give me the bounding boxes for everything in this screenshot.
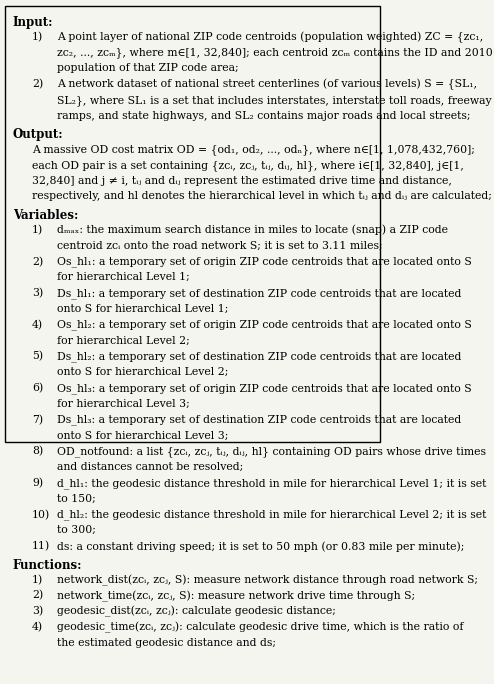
Text: 2): 2) — [32, 590, 43, 601]
Text: centroid zcᵢ onto the road network S; it is set to 3.11 miles;: centroid zcᵢ onto the road network S; it… — [57, 241, 382, 250]
Text: Input:: Input: — [13, 16, 53, 29]
Text: 7): 7) — [32, 415, 43, 425]
Text: 1): 1) — [32, 31, 43, 42]
Text: zc₂, ..., zcₘ}, where m∈[1, 32,840]; each centroid zcₘ contains the ID and 2010: zc₂, ..., zcₘ}, where m∈[1, 32,840]; eac… — [57, 47, 493, 58]
Text: 6): 6) — [32, 383, 43, 393]
Text: Variables:: Variables: — [13, 209, 78, 222]
Text: A point layer of national ZIP code centroids (population weighted) ZC = {zc₁,: A point layer of national ZIP code centr… — [57, 31, 483, 43]
Text: each OD pair is a set containing {zcᵢ, zcⱼ, tᵢⱼ, dᵢⱼ, hl}, where i∈[1, 32,840], : each OD pair is a set containing {zcᵢ, z… — [32, 160, 464, 170]
Text: Output:: Output: — [13, 128, 64, 141]
Text: d_hl₁: the geodesic distance threshold in mile for hierarchical Level 1; it is s: d_hl₁: the geodesic distance threshold i… — [57, 478, 486, 488]
Text: 10): 10) — [32, 510, 50, 520]
Text: 5): 5) — [32, 352, 43, 362]
Text: 32,840] and j ≠ i, tᵢⱼ and dᵢⱼ represent the estimated drive time and distance,: 32,840] and j ≠ i, tᵢⱼ and dᵢⱼ represent… — [32, 176, 452, 185]
Text: A network dataset of national street centerlines (of various levels) S = {SL₁,: A network dataset of national street cen… — [57, 79, 477, 90]
Text: geodesic_time(zcᵢ, zcⱼ): calculate geodesic drive time, which is the ratio of: geodesic_time(zcᵢ, zcⱼ): calculate geode… — [57, 622, 463, 633]
Text: 2): 2) — [32, 256, 43, 267]
Text: 11): 11) — [32, 541, 50, 551]
Text: for hierarchical Level 1;: for hierarchical Level 1; — [57, 272, 190, 282]
Text: network_time(zcᵢ, zcⱼ, S): measure network drive time through S;: network_time(zcᵢ, zcⱼ, S): measure netwo… — [57, 590, 415, 602]
Text: geodesic_dist(zcᵢ, zcⱼ): calculate geodesic distance;: geodesic_dist(zcᵢ, zcⱼ): calculate geode… — [57, 606, 336, 618]
Text: 8): 8) — [32, 446, 43, 457]
Text: SL₂}, where SL₁ is a set that includes interstates, interstate toll roads, freew: SL₂}, where SL₁ is a set that includes i… — [57, 94, 492, 105]
Text: onto S for hierarchical Level 2;: onto S for hierarchical Level 2; — [57, 367, 228, 377]
Text: onto S for hierarchical Level 1;: onto S for hierarchical Level 1; — [57, 304, 228, 314]
Text: Ds_hl₁: a temporary set of destination ZIP code centroids that are located: Ds_hl₁: a temporary set of destination Z… — [57, 288, 461, 299]
Text: the estimated geodesic distance and ds;: the estimated geodesic distance and ds; — [57, 638, 276, 648]
Text: 3): 3) — [32, 606, 43, 616]
Text: 2): 2) — [32, 79, 43, 89]
Text: respectively, and hl denotes the hierarchical level in which tᵢⱼ and dᵢⱼ are cal: respectively, and hl denotes the hierarc… — [32, 192, 492, 201]
Text: ramps, and state highways, and SL₂ contains major roads and local streets;: ramps, and state highways, and SL₂ conta… — [57, 111, 470, 120]
Text: population of that ZIP code area;: population of that ZIP code area; — [57, 63, 239, 73]
Text: 9): 9) — [32, 478, 43, 488]
Text: A massive OD cost matrix OD = {od₁, od₂, ..., odₙ}, where n∈[1, 1,078,432,760];: A massive OD cost matrix OD = {od₁, od₂,… — [32, 144, 475, 155]
Text: network_dist(zcᵢ, zcⱼ, S): measure network distance through road network S;: network_dist(zcᵢ, zcⱼ, S): measure netwo… — [57, 575, 478, 586]
Text: 3): 3) — [32, 288, 43, 298]
Text: 1): 1) — [32, 575, 43, 585]
Text: 4): 4) — [32, 622, 43, 632]
Text: onto S for hierarchical Level 3;: onto S for hierarchical Level 3; — [57, 430, 228, 440]
Text: Functions:: Functions: — [13, 559, 82, 572]
Text: d_hl₂: the geodesic distance threshold in mile for hierarchical Level 2; it is s: d_hl₂: the geodesic distance threshold i… — [57, 510, 486, 521]
Text: OD_notfound: a list {zcᵢ, zcⱼ, tᵢⱼ, dᵢⱼ, hl} containing OD pairs whose drive tim: OD_notfound: a list {zcᵢ, zcⱼ, tᵢⱼ, dᵢⱼ,… — [57, 446, 486, 457]
Text: for hierarchical Level 3;: for hierarchical Level 3; — [57, 399, 190, 409]
Text: 1): 1) — [32, 225, 43, 235]
Text: to 150;: to 150; — [57, 494, 96, 503]
Text: and distances cannot be resolved;: and distances cannot be resolved; — [57, 462, 243, 472]
Text: Os_hl₁: a temporary set of origin ZIP code centroids that are located onto S: Os_hl₁: a temporary set of origin ZIP co… — [57, 256, 472, 267]
Text: 4): 4) — [32, 319, 43, 330]
Text: Os_hl₃: a temporary set of origin ZIP code centroids that are located onto S: Os_hl₃: a temporary set of origin ZIP co… — [57, 383, 471, 394]
Text: for hierarchical Level 2;: for hierarchical Level 2; — [57, 336, 190, 345]
Text: Os_hl₂: a temporary set of origin ZIP code centroids that are located onto S: Os_hl₂: a temporary set of origin ZIP co… — [57, 319, 472, 330]
Text: to 300;: to 300; — [57, 525, 96, 536]
Text: Ds_hl₃: a temporary set of destination ZIP code centroids that are located: Ds_hl₃: a temporary set of destination Z… — [57, 415, 461, 425]
Text: Ds_hl₂: a temporary set of destination ZIP code centroids that are located: Ds_hl₂: a temporary set of destination Z… — [57, 352, 461, 362]
Text: dₘₐₓ: the maximum search distance in miles to locate (snap) a ZIP code: dₘₐₓ: the maximum search distance in mil… — [57, 225, 448, 235]
Text: ds: a constant driving speed; it is set to 50 mph (or 0.83 mile per minute);: ds: a constant driving speed; it is set … — [57, 541, 464, 552]
